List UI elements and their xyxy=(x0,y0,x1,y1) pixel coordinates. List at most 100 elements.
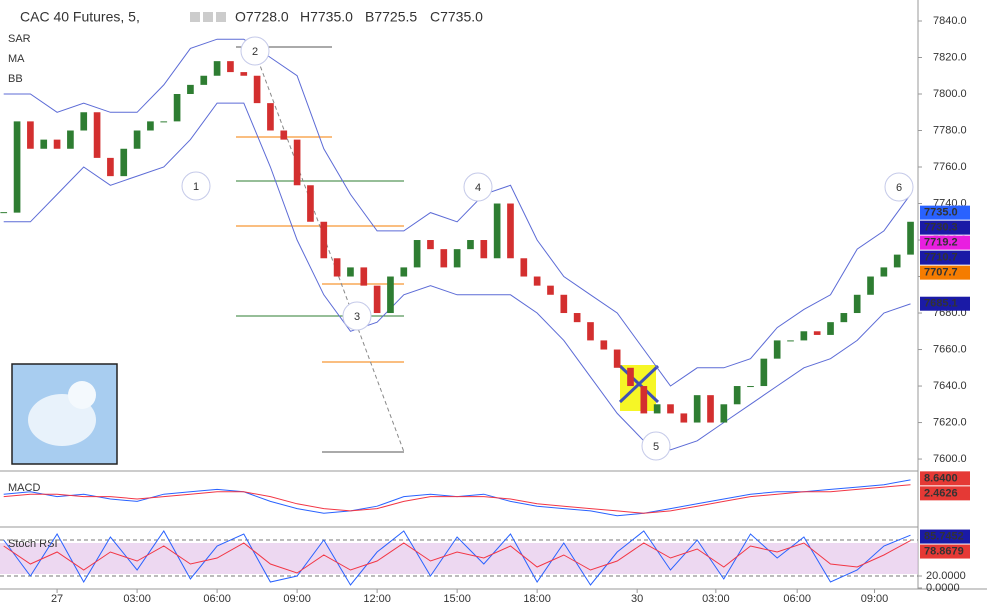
candle xyxy=(653,404,661,414)
candle xyxy=(360,267,368,286)
x-tick-label: 03:00 xyxy=(702,593,730,605)
candle xyxy=(173,94,181,122)
x-tick-label: 03:00 xyxy=(123,593,151,605)
ohlc-value: O7728.0 xyxy=(235,9,289,25)
candle xyxy=(853,294,861,314)
candle xyxy=(53,139,61,149)
bollinger-lower xyxy=(3,102,911,451)
price-tag-label: 2.4626 xyxy=(924,487,958,499)
candle xyxy=(120,148,128,177)
price-tag xyxy=(920,529,970,544)
x-tick-label: 09:00 xyxy=(283,593,311,605)
candle xyxy=(147,121,154,131)
candle xyxy=(27,121,34,149)
candle xyxy=(467,240,474,250)
candle xyxy=(453,249,461,268)
candle xyxy=(733,386,741,405)
candle xyxy=(267,103,274,131)
candle xyxy=(93,112,101,158)
candle xyxy=(680,413,688,423)
candle xyxy=(160,121,168,123)
logo xyxy=(11,363,118,465)
y-tick-label: 7840.0 xyxy=(933,15,967,27)
candle xyxy=(200,75,208,85)
indicator-line xyxy=(3,484,911,514)
x-tick-label: 06:00 xyxy=(783,593,811,605)
price-tag-label: 7707.7 xyxy=(924,267,958,279)
price-tag xyxy=(920,205,970,220)
candle xyxy=(760,358,768,387)
price-tag xyxy=(920,220,970,235)
price-tag xyxy=(920,471,970,486)
candle xyxy=(867,276,874,295)
candle xyxy=(133,130,141,149)
candle xyxy=(893,254,901,268)
candle xyxy=(600,340,608,350)
candle xyxy=(560,294,568,314)
panel-title: MACD xyxy=(8,482,40,494)
candle xyxy=(773,340,781,359)
wave-marker xyxy=(181,171,211,201)
candle xyxy=(13,121,21,213)
price-tag xyxy=(920,544,970,559)
wave-label: 4 xyxy=(475,182,481,194)
candle xyxy=(293,139,301,186)
candle xyxy=(707,395,714,423)
y-tick-label: 7760.0 xyxy=(933,161,967,173)
candle xyxy=(907,221,914,255)
candle xyxy=(480,240,488,259)
candle xyxy=(387,276,394,314)
candle xyxy=(213,61,221,76)
y-tick-label: 7640.0 xyxy=(933,380,967,392)
candle xyxy=(533,276,541,286)
stoch-band xyxy=(0,543,918,574)
price-tag-label: 7735.0 xyxy=(924,207,958,219)
candle xyxy=(813,331,821,335)
price-tag-label: 78.8679 xyxy=(924,545,964,557)
wave-marker xyxy=(342,301,372,331)
candle xyxy=(840,313,848,323)
indicator-label: MA xyxy=(8,53,25,65)
price-tag xyxy=(920,265,970,280)
candle xyxy=(333,258,341,277)
candle xyxy=(547,285,554,295)
indicator-line xyxy=(3,530,911,586)
wave-label: 6 xyxy=(896,182,902,194)
y-tick-label: 7820.0 xyxy=(933,51,967,63)
candle xyxy=(587,322,594,341)
wave-label: 1 xyxy=(193,181,199,193)
ohlc-value: H7735.0 xyxy=(300,9,353,25)
indicator-label: SAR xyxy=(8,33,31,45)
indicator-line xyxy=(3,540,911,574)
candle xyxy=(347,267,354,277)
candle xyxy=(427,240,434,250)
candle xyxy=(613,349,621,368)
candle xyxy=(747,386,754,388)
x-tick-label: 09:00 xyxy=(861,593,889,605)
x-tick-label: 12:00 xyxy=(363,593,391,605)
x-tick-label: 15:00 xyxy=(443,593,471,605)
wave-marker xyxy=(240,36,270,66)
price-tag-label: 7685.1 xyxy=(924,298,958,310)
candle xyxy=(520,258,528,277)
candle xyxy=(667,404,674,414)
candle xyxy=(40,139,48,149)
candle xyxy=(227,61,234,73)
ohlc-value: C7735.0 xyxy=(430,9,483,25)
price-tag xyxy=(920,486,970,501)
price-tag-label: 7730.3 xyxy=(924,222,958,234)
candle xyxy=(493,203,501,259)
wave-label: 5 xyxy=(653,441,659,453)
candle xyxy=(627,367,634,387)
candle xyxy=(400,267,408,277)
price-tag-label: 7719.2 xyxy=(924,237,958,249)
candle xyxy=(880,267,888,277)
candle xyxy=(280,130,288,140)
panel-title: Stoch RSI xyxy=(8,538,58,550)
y-tick-label: 7600.0 xyxy=(933,453,967,465)
x-tick-label: 30 xyxy=(631,593,643,605)
indicator-label: BB xyxy=(8,73,23,85)
candle xyxy=(307,185,314,222)
candle xyxy=(693,395,701,423)
